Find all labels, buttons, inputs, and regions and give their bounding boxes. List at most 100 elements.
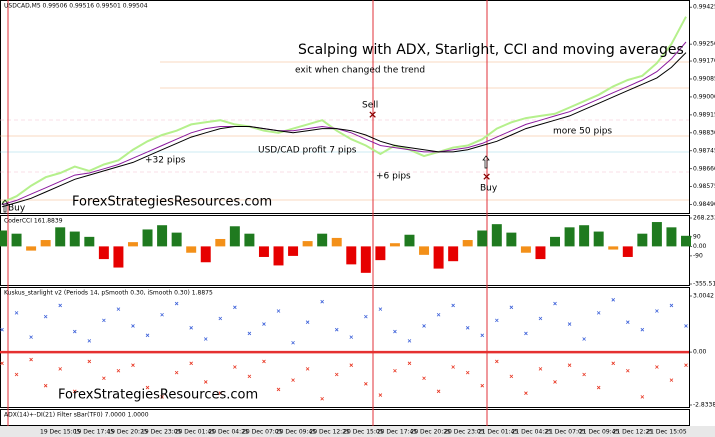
cci-bar (302, 241, 313, 247)
starlight-point (58, 303, 62, 308)
cci-bar (215, 238, 226, 247)
cci-bar (477, 230, 488, 247)
starlight-point (538, 367, 543, 371)
cci-bar (273, 246, 284, 266)
starlight-point (247, 331, 252, 336)
time-label: 19 Dec 15:05 (40, 429, 81, 436)
starlight-point (669, 303, 674, 308)
price-line (1, 41, 687, 206)
starlight-point (334, 327, 339, 332)
panel-title: CoderCCI 161.8839 (4, 218, 63, 225)
starlight-point (626, 368, 630, 373)
starlight-point (567, 322, 572, 326)
annotation: Sell (362, 101, 378, 111)
starlight-point (524, 331, 528, 336)
starlight-point (451, 303, 455, 308)
cci-bar (11, 233, 22, 247)
starlight-point (655, 365, 659, 369)
y-tick-label: 0.00 (693, 349, 707, 356)
starlight-point (596, 385, 601, 390)
annotation: +32 pips (145, 156, 186, 166)
annotation: exit when changed the trend (295, 66, 425, 76)
starlight-point (247, 374, 252, 379)
watermark: ForexStrategiesResources.com (72, 195, 272, 210)
starlight-panel (0, 287, 690, 408)
starlight-point (102, 318, 106, 323)
adx-panel (0, 409, 690, 426)
starlight-point (553, 301, 557, 306)
cci-bar (186, 246, 197, 253)
starlight-point (87, 339, 92, 343)
cci-bar (157, 225, 168, 247)
starlight-point (495, 359, 499, 364)
starlight-point (684, 363, 688, 367)
cci-bar (666, 227, 677, 247)
starlight-point (262, 359, 266, 364)
time-label: 20 Dec 01:45 (175, 429, 216, 436)
time-label: 21 Dec 07:05 (545, 429, 586, 436)
starlight-point (174, 301, 179, 306)
y-tick-label: 0.98745 (693, 147, 715, 154)
price-line (1, 52, 687, 208)
symbol-header: USDCAD,M5 0.99506 0.99516 0.99501 0.9950… (4, 3, 148, 10)
time-label: 20 Dec 12:25 (309, 429, 350, 436)
starlight-point (465, 326, 470, 330)
buy-marker: × (482, 170, 491, 183)
starlight-point (436, 389, 441, 394)
starlight-point (43, 314, 48, 319)
time-axis-bar (0, 426, 715, 437)
starlight-point (305, 320, 310, 324)
y-tick-label: 0.99425 (693, 4, 715, 11)
annotation: +6 pips (376, 172, 411, 182)
time-label: 20 Dec 09:45 (276, 429, 317, 436)
annotation: more 50 pips (553, 127, 612, 137)
cci-bar (535, 246, 546, 260)
starlight-point (189, 326, 193, 330)
starlight-point (29, 335, 33, 339)
cci-bar (244, 233, 255, 247)
starlight-point (203, 380, 208, 384)
cci-bar (579, 225, 590, 247)
starlight-point (364, 314, 368, 319)
starlight-point (669, 378, 674, 382)
starlight-point (145, 385, 150, 390)
starlight-point (262, 322, 266, 326)
starlight-point (72, 329, 77, 334)
cci-panel (0, 215, 690, 286)
starlight-point (553, 380, 557, 384)
time-label: 20 Dec 17:45 (377, 429, 418, 436)
cci-bar (404, 234, 415, 247)
y-tick-label: 0.99085 (693, 75, 715, 82)
cci-bar (69, 231, 80, 247)
starlight-point (393, 329, 397, 334)
starlight-point (378, 307, 383, 311)
cci-bar (346, 246, 357, 265)
starlight-point (611, 361, 616, 366)
starlight-point (291, 340, 295, 345)
y-tick-label: 0.98490 (693, 201, 715, 208)
time-label: 21 Dec 01:45 (478, 429, 519, 436)
starlight-point (596, 311, 601, 315)
y-tick-label: 268.2333 (693, 215, 715, 222)
starlight-point (131, 324, 135, 328)
y-tick-label: 0.98915 (693, 111, 715, 118)
y-tick-label: 0.00 (693, 243, 707, 250)
starlight-point (276, 309, 281, 313)
cci-bar (651, 222, 662, 247)
time-label: 21 Dec 12:25 (613, 429, 654, 436)
cci-bar (360, 246, 371, 273)
starlight-point (116, 368, 121, 373)
annotation: Buy (8, 204, 26, 214)
y-tick-label: 0.98575 (693, 183, 715, 190)
starlight-point (320, 396, 324, 401)
time-label: 21 Dec 15:05 (646, 429, 687, 436)
starlight-point (538, 316, 543, 321)
starlight-point (160, 395, 164, 399)
time-label: 20 Dec 23:05 (444, 429, 485, 436)
starlight-point (203, 337, 208, 341)
